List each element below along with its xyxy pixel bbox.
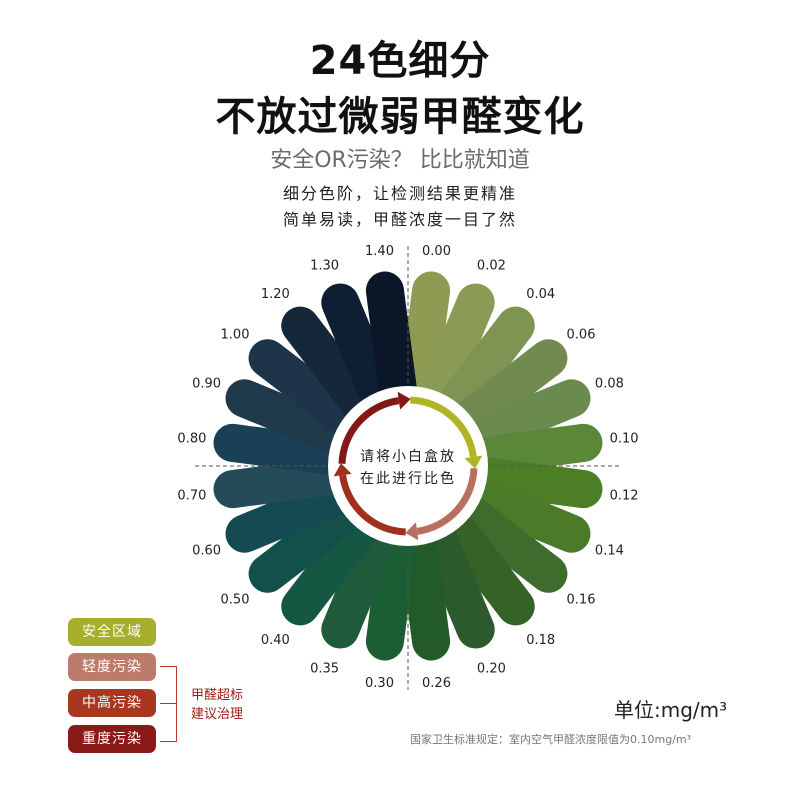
bracket-line: [176, 666, 177, 742]
value-label: 0.08: [595, 377, 624, 392]
center-text-line-2: 在此进行比色: [360, 470, 456, 487]
note-line-1: 甲醛超标: [191, 688, 244, 703]
ring-arrowhead: [405, 522, 419, 541]
value-label: 0.16: [567, 593, 596, 608]
note-line-2: 建议治理: [191, 707, 244, 722]
description-line-2: 简单易读，甲醛浓度一目了然: [282, 210, 517, 229]
value-label: 0.26: [422, 676, 451, 691]
ring-arc-safe: [410, 396, 477, 458]
center-text-line-1: 请将小白盒放: [360, 448, 456, 465]
legend-light-pollution: 轻度污染: [68, 653, 156, 681]
subtitle: 安全OR污染？ 比比就知道: [270, 148, 530, 173]
value-label: 1.00: [221, 327, 250, 342]
value-label: 0.00: [422, 244, 451, 259]
ring-arrowhead: [397, 391, 411, 410]
value-label: 0.60: [192, 543, 221, 558]
value-label: 0.18: [526, 633, 555, 648]
color-petal: [413, 283, 495, 418]
value-label: 1.20: [261, 287, 290, 302]
value-label: 0.02: [477, 259, 506, 274]
value-label: 0.35: [310, 661, 339, 676]
page-title: 24色细分: [309, 38, 491, 84]
color-petal: [365, 271, 420, 409]
value-label: 0.20: [477, 661, 506, 676]
value-label: 0.12: [610, 489, 639, 504]
unit-label: 单位:mg/m³: [614, 698, 728, 722]
color-petal: [225, 379, 360, 461]
ring-arc-heavy: [338, 397, 400, 464]
center-inner-disk: [352, 410, 464, 522]
value-label: 1.40: [365, 244, 394, 259]
legend-heavy-pollution: 重度污染: [68, 725, 156, 753]
value-label: 0.10: [610, 432, 639, 447]
value-label: 0.30: [365, 676, 394, 691]
color-petal: [456, 471, 591, 553]
color-petal: [429, 306, 535, 430]
value-label: 1.30: [310, 259, 339, 274]
legend-safe-zone: 安全区域: [68, 618, 156, 646]
value-label: 0.04: [526, 287, 555, 302]
ring-arrowhead: [333, 463, 352, 477]
ring-arrowhead: [464, 455, 483, 469]
bracket-top: [160, 666, 177, 667]
value-label: 0.14: [595, 543, 624, 558]
page-headline: 不放过微弱甲醛变化: [215, 94, 585, 140]
value-label: 0.90: [192, 377, 221, 392]
value-label: 0.50: [221, 593, 250, 608]
center-arrow-ring: [333, 391, 483, 541]
color-petal: [444, 487, 568, 593]
color-petal: [281, 502, 387, 626]
footnote: 国家卫生标准规定：室内空气甲醛浓度限值为0.10mg/m³: [410, 733, 692, 746]
ring-arc-light: [416, 468, 478, 535]
value-label: 0.70: [177, 489, 206, 504]
value-label: 0.06: [567, 327, 596, 342]
bracket-middle: [160, 703, 177, 704]
bracket-bottom: [160, 741, 177, 742]
ring-arc-medium: [339, 474, 406, 536]
color-petal: [248, 339, 372, 445]
color-petal: [321, 514, 403, 649]
description-line-1: 细分色阶，让检测结果更精准: [282, 184, 517, 203]
value-label: 0.40: [261, 633, 290, 648]
petals-group: [213, 271, 603, 661]
value-labels-group: 0.00 0.02 0.04 0.06 0.08 0.10 0.12 0.14 0.16 0.18…: [177, 244, 638, 691]
value-label: 0.80: [177, 432, 206, 447]
legend-medium-high-pollution: 中高污染: [68, 689, 156, 717]
